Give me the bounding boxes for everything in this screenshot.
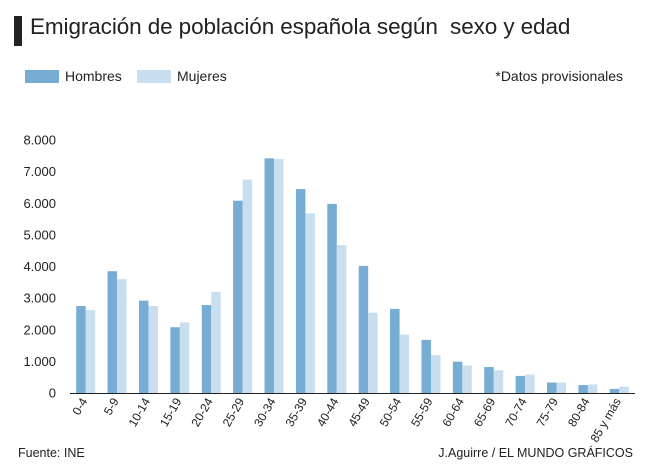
legend-label-hombres: Hombres <box>65 68 122 84</box>
bar-mujeres-10 <box>368 312 378 393</box>
bar-hombres-16 <box>547 382 557 393</box>
x-tick-label: 45-49 <box>345 395 373 429</box>
bar-hombres-8 <box>295 189 306 393</box>
x-tick-label: 15-19 <box>157 395 185 429</box>
bar-mujeres-9 <box>336 244 347 393</box>
bar-mujeres-6 <box>242 179 253 393</box>
x-tick-label: 25-29 <box>220 395 248 429</box>
legend-item-mujeres: Mujeres <box>137 68 227 84</box>
title-accent-bar <box>14 16 22 46</box>
x-tick-label: 75-79 <box>534 395 562 429</box>
bar-mujeres-11 <box>399 334 410 393</box>
bar-hombres-17 <box>578 385 588 393</box>
legend-label-mujeres: Mujeres <box>177 68 227 84</box>
legend-swatch-hombres <box>25 69 59 83</box>
bar-hombres-11 <box>390 308 400 393</box>
x-tick-label: 60-64 <box>439 395 467 429</box>
y-tick-label: 6.000 <box>23 196 56 211</box>
chart-title: Emigración de población española según s… <box>30 14 571 39</box>
x-tick-label: 35-39 <box>283 395 311 429</box>
source-label: Fuente: INE <box>18 446 85 460</box>
bar-hombres-1 <box>76 306 86 393</box>
bar-hombres-5 <box>201 305 212 393</box>
x-tick-label: 10-14 <box>126 395 154 429</box>
y-tick-label: 0 <box>49 386 56 401</box>
credit-label: J.Aguirre / EL MUNDO GRÁFICOS <box>438 446 633 460</box>
y-tick-label: 8.000 <box>23 133 56 148</box>
x-tick-label: 0-4 <box>69 395 90 417</box>
bar-mujeres-1 <box>85 310 96 393</box>
bar-hombres-14 <box>484 367 494 393</box>
bar-hombres-12 <box>421 339 431 393</box>
bar-mujeres-18 <box>619 386 629 393</box>
bar-mujeres-13 <box>462 365 472 393</box>
bar-hombres-18 <box>609 388 620 393</box>
bar-mujeres-15 <box>525 374 535 393</box>
bar-mujeres-17 <box>587 384 598 393</box>
bar-mujeres-7 <box>274 158 284 393</box>
bar-hombres-4 <box>170 327 180 393</box>
bar-mujeres-5 <box>211 291 221 393</box>
x-tick-label: 70-74 <box>502 395 530 429</box>
x-tick-label: 55-59 <box>408 395 436 429</box>
x-tick-label: 85 y más <box>587 396 623 445</box>
y-tick-label: 7.000 <box>23 164 56 179</box>
y-tick-label: 4.000 <box>23 259 56 274</box>
x-tick-label: 65-69 <box>471 395 499 429</box>
x-tick-label: 20-24 <box>188 395 216 429</box>
x-tick-label: 5-9 <box>101 395 122 417</box>
bar-hombres-7 <box>264 158 275 393</box>
bar-hombres-15 <box>515 375 526 393</box>
bar-mujeres-16 <box>556 382 567 393</box>
bar-mujeres-8 <box>305 213 315 393</box>
bar-hombres-13 <box>452 361 463 393</box>
bar-mujeres-2 <box>117 279 127 393</box>
y-tick-label: 1.000 <box>23 354 56 369</box>
bar-hombres-3 <box>138 300 149 393</box>
x-tick-label: 50-54 <box>377 395 405 429</box>
x-tick-label: 40-44 <box>314 395 342 429</box>
legend-swatch-mujeres <box>137 69 171 83</box>
x-tick-label: 30-34 <box>251 395 279 429</box>
y-tick-label: 5.000 <box>23 227 56 242</box>
y-tick-label: 3.000 <box>23 291 56 306</box>
bar-hombres-10 <box>358 265 369 393</box>
y-tick-label: 2.000 <box>23 322 56 337</box>
bar-hombres-2 <box>107 271 118 393</box>
bar-mujeres-14 <box>493 370 504 393</box>
bar-mujeres-12 <box>430 355 441 393</box>
bar-mujeres-3 <box>148 306 158 393</box>
bar-mujeres-4 <box>179 322 190 393</box>
provisional-note: *Datos provisionales <box>495 68 623 84</box>
x-tick-label: 80-84 <box>565 395 593 429</box>
bar-hombres-6 <box>233 200 243 393</box>
bar-hombres-9 <box>327 203 337 393</box>
legend-item-hombres: Hombres <box>25 68 122 84</box>
